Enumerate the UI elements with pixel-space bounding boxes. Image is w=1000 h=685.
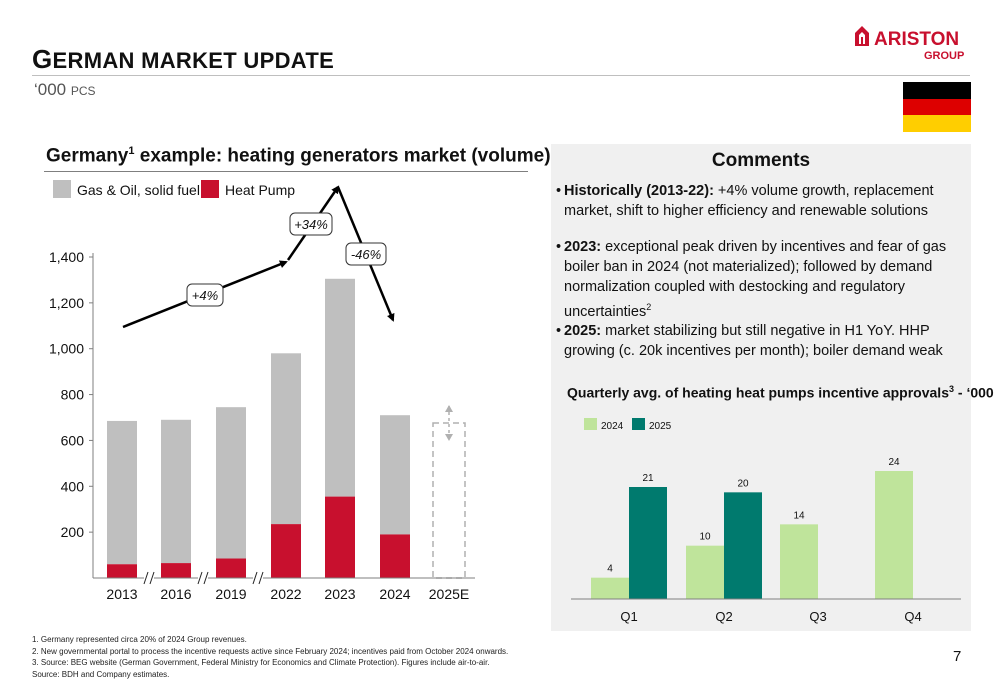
growth-annotation-box: [289, 212, 333, 236]
data-label-2024-Q3: 14: [793, 510, 805, 521]
bar-heat-pump-2016: [161, 563, 191, 578]
footnotes: 1. Germany represented circa 20% of 2024…: [32, 634, 508, 680]
x-tick-label-Q4: Q4: [904, 609, 921, 624]
legend-swatch-gas: [53, 180, 71, 198]
x-tick-label-2025E: 2025E: [429, 586, 469, 602]
bar-gas-oil-2023: [325, 278, 355, 497]
bar-gas-oil-2024: [380, 415, 410, 535]
legend-swatch-heat-pump: [201, 180, 219, 198]
x-tick-label-2016: 2016: [160, 586, 191, 602]
growth-annotation-label: -46%: [351, 247, 381, 262]
y-tick-label: 1,400: [49, 249, 84, 265]
data-label-2024-Q2: 10: [699, 532, 711, 543]
axis-break-mark: [143, 571, 149, 585]
footnote-source: Source: BDH and Company estimates.: [32, 669, 170, 679]
comment-bullet-historical: • Historically (2013-22): +4% volume gro…: [556, 183, 934, 219]
flag-stripe-black: [903, 82, 971, 99]
data-label-2025-Q1: 21: [642, 473, 654, 484]
legend-label-gas: Gas & Oil, solid fuel: [77, 182, 200, 198]
bar-2024-Q2: [686, 545, 724, 599]
footnote-1: 1. Germany represented circa 20% of 2024…: [32, 635, 247, 644]
y-tick-label: 800: [61, 387, 85, 403]
bar-2025-Q2: [724, 492, 762, 599]
bar-gas-oil-2016: [161, 419, 191, 564]
range-up-arrow-icon: [445, 405, 453, 412]
x-tick-label-2024: 2024: [379, 586, 410, 602]
x-tick-label-2022: 2022: [270, 586, 301, 602]
bullet-dot-icon: •: [556, 183, 562, 199]
growth-annotation-box: [186, 283, 224, 307]
legend-swatch-2025: [632, 418, 645, 430]
bar-heat-pump-2023: [325, 496, 355, 578]
left-chart-title: Germany1 example: heating generators mar…: [46, 145, 551, 167]
axis-break-mark: [203, 571, 209, 585]
bar-heat-pump-2019: [216, 558, 246, 578]
bar-placeholder-2025E: [432, 422, 466, 579]
title-divider: [32, 75, 970, 76]
data-label-2024-Q1: 4: [607, 564, 613, 575]
page-subtitle: ‘000 PCS: [34, 80, 96, 99]
ariston-logo: ARISTON GROUP: [855, 26, 964, 62]
axis-break-mark: [197, 571, 203, 585]
footnote-3: 3. Source: BEG website (German Governmen…: [32, 658, 490, 667]
bar-2024-Q3: [780, 524, 818, 599]
comment-bullet-2025: • 2025: market stabilizing but still neg…: [556, 323, 943, 359]
y-tick-label: 1,200: [49, 295, 84, 311]
page-title: GERMAN MARKET UPDATE: [32, 44, 335, 74]
x-tick-label-Q2: Q2: [715, 609, 732, 624]
growth-annotation-label: +4%: [192, 288, 218, 303]
comment-bullet-2023: • 2023: exceptional peak driven by incen…: [556, 239, 947, 320]
flag-stripe-gold: [903, 115, 971, 132]
logo-mark-icon: [855, 26, 869, 46]
heat-pump-approvals-chart: 2024 2025 4 21 Q1 10 20 Q2 14 Q3 24 Q4: [571, 418, 961, 624]
growth-annotation-label: +34%: [294, 217, 328, 232]
x-tick-label-2019: 2019: [215, 586, 246, 602]
bar-2024-Q4: [875, 471, 913, 599]
bar-gas-oil-2022: [271, 353, 301, 525]
x-tick-label-2013: 2013: [106, 586, 137, 602]
bar-heat-pump-2013: [107, 564, 137, 578]
germany-market-chart: Gas & Oil, solid fuel Heat Pump 200 400 600 8…: [49, 180, 475, 602]
comments-title: Comments: [711, 150, 811, 171]
axis-break-gap: [144, 570, 154, 586]
legend-label-heat-pump: Heat Pump: [225, 182, 295, 198]
bar-heat-pump-2022: [271, 524, 301, 578]
y-tick-label: 600: [61, 432, 85, 448]
bar-gas-oil-2013: [107, 420, 137, 565]
bullet-dot-icon: •: [556, 239, 562, 255]
axis-break-mark: [258, 571, 264, 585]
left-chart-title-rule: [44, 171, 528, 172]
x-tick-label-Q1: Q1: [620, 609, 637, 624]
axis-break-mark: [252, 571, 258, 585]
logo-brand-text: ARISTON: [874, 29, 959, 50]
flag-stripe-red: [903, 98, 971, 116]
bar-2024-Q1: [591, 577, 629, 599]
data-label-2025-Q2: 20: [737, 478, 749, 489]
legend-label-2025: 2025: [649, 421, 672, 432]
bar-heat-pump-2024: [380, 534, 410, 578]
y-tick-label: 400: [61, 478, 85, 494]
x-tick-label-Q3: Q3: [809, 609, 826, 624]
axis-break-mark: [149, 571, 155, 585]
axis-break-gap: [198, 570, 208, 586]
y-tick-label: 200: [61, 524, 85, 540]
footnote-2: 2. New governmental portal to process th…: [32, 646, 509, 656]
legend-swatch-2024: [584, 418, 597, 430]
x-tick-label-2023: 2023: [324, 586, 355, 602]
legend-label-2024: 2024: [601, 421, 624, 432]
growth-annotation-box: [345, 242, 387, 266]
logo-sub-text: GROUP: [924, 50, 964, 62]
bar-gas-oil-2019: [216, 407, 246, 559]
page-number: 7: [953, 648, 962, 665]
right-chart-title: Quarterly avg. of heating heat pumps inc…: [567, 384, 994, 401]
bullet-dot-icon: •: [556, 323, 562, 339]
range-down-arrow-icon: [445, 434, 453, 441]
bar-2025-Q1: [629, 487, 667, 599]
data-label-2024-Q4: 24: [888, 457, 900, 468]
axis-break-gap: [253, 570, 263, 586]
y-tick-label: 1,000: [49, 341, 84, 357]
german-flag-icon: [903, 82, 971, 132]
